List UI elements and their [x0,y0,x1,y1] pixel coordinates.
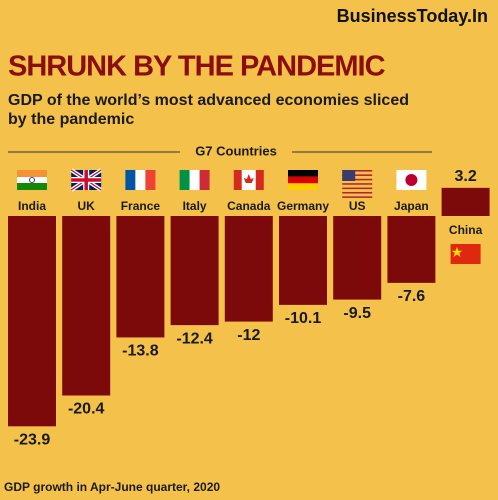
flag-part [450,244,481,264]
flag-part [255,170,264,190]
category-label: Japan [394,199,429,213]
flag [450,244,481,264]
flag-part [342,196,373,198]
flag-part [17,170,47,177]
value-label: -9.5 [343,305,371,322]
value-label: -10.1 [285,310,322,327]
flag-part [199,170,210,190]
flag-part [451,246,463,258]
category-label: Germany [277,199,329,213]
flag-part [342,191,373,194]
category-label: UK [78,199,96,213]
category-label: Italy [183,199,207,213]
bar [441,187,490,216]
flag-part [288,183,318,191]
subtitle-line: GDP of the world’s most advanced economi… [8,92,409,109]
flag-part [17,183,47,190]
flag [396,170,427,190]
bar [279,216,327,305]
brand: BusinessToday.In [337,6,488,26]
flag [179,170,210,190]
value-label: -12 [237,327,260,344]
bar [224,216,273,322]
category-label: Canada [227,199,271,213]
value-label: -12.4 [176,330,213,347]
flag-part [179,170,190,190]
group-label: G7 Countries [195,143,277,158]
flag [342,170,373,198]
flag [70,168,103,192]
flag-part [405,174,418,186]
flag-part [135,170,146,190]
flag [125,170,156,190]
flag-part [342,170,356,181]
flag-part [342,178,373,181]
flag-part [17,177,47,183]
value-label: -13.8 [122,343,159,360]
flag-part [145,170,156,190]
value-label: -20.4 [68,401,105,418]
flag-part [342,170,373,172]
flag-part [71,170,102,190]
flag-part [342,187,373,190]
flag-part [125,170,136,190]
flag-part [288,170,318,177]
flag-part [342,174,373,176]
category-label: China [449,223,483,237]
flag-part [233,170,242,190]
flag [233,170,264,190]
flag [17,170,47,190]
flag-part [29,177,35,183]
bar [387,216,436,283]
bar [170,216,219,326]
category-label: France [121,199,161,213]
bar [62,216,111,396]
bar [8,216,56,427]
flag-part [288,176,318,184]
subtitle-line: by the pandemic [8,111,134,128]
chart-title: SHRUNK BY THE PANDEMIC [8,51,386,83]
flag-part [189,170,200,190]
flag [288,170,318,191]
footnote: GDP growth in Apr-June quarter, 2020 [4,480,220,494]
bar [116,216,165,338]
value-label: -7.6 [398,288,426,305]
value-label: -23.9 [14,432,51,449]
category-label: India [18,199,46,213]
bar [333,216,382,300]
category-label: US [349,199,366,213]
flag-part [243,174,254,183]
flag-part [342,183,373,185]
value-label: 3.2 [454,168,476,185]
